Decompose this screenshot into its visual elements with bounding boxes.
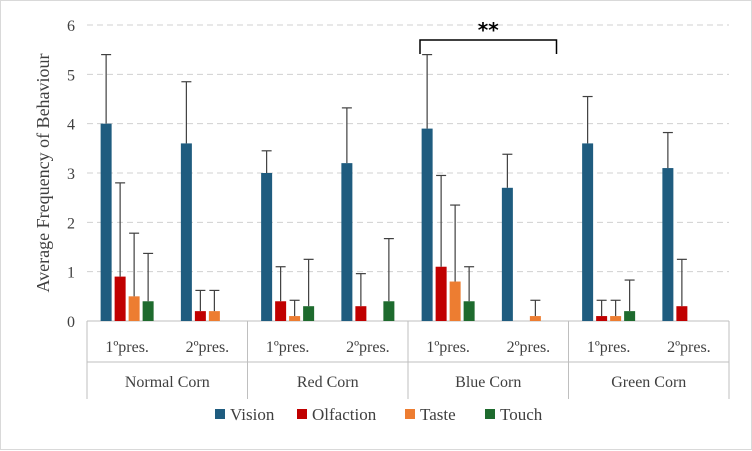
gridlines	[87, 24, 729, 273]
legend-swatch-vision	[215, 409, 225, 419]
bar-vision	[341, 163, 353, 321]
bar-taste	[128, 296, 140, 321]
y-tick-label: 0	[67, 314, 75, 331]
bar-touch	[624, 311, 636, 321]
x-tick-label: 1ºpres.	[105, 339, 149, 356]
legend-label-taste: Taste	[420, 405, 456, 424]
bar-olfaction	[676, 306, 688, 321]
x-axis	[86, 320, 730, 399]
bar-olfaction	[194, 311, 206, 321]
y-axis-label: Average Frequency of Behaviour	[33, 53, 53, 292]
y-tick-label: 6	[67, 18, 75, 35]
x-tick-label: 1ºpres.	[266, 339, 310, 356]
x-axis-labels: 1ºpres. 2ºpres. 1ºpres. 2ºpres. 1ºpres. 2ºpre…	[105, 339, 710, 391]
bar-taste	[610, 316, 622, 321]
x-tick-label: 2ºpres.	[186, 339, 230, 356]
bar-vision	[180, 143, 192, 321]
y-tick-label: 4	[67, 117, 75, 134]
group-label: Normal Corn	[125, 374, 210, 391]
significance-marker: **	[478, 18, 499, 42]
bar-olfaction	[435, 266, 447, 321]
bar-olfaction	[275, 301, 287, 321]
bar-touch	[142, 301, 154, 321]
legend-swatch-taste	[405, 409, 415, 419]
legend-swatch-olfaction	[297, 409, 307, 419]
bar-vision	[421, 128, 433, 321]
bar-taste	[529, 316, 541, 321]
annotations: **	[419, 18, 558, 54]
bar-touch	[383, 301, 395, 321]
x-tick-label: 2ºpres.	[667, 339, 711, 356]
bar-olfaction	[596, 316, 608, 321]
bar-taste	[289, 316, 301, 321]
legend-label-olfaction: Olfaction	[312, 405, 377, 424]
legend: Vision Olfaction Taste Touch	[215, 405, 543, 424]
x-tick-label: 1ºpres.	[587, 339, 631, 356]
bar-taste	[449, 281, 461, 321]
y-tick-label: 1	[67, 265, 75, 282]
x-tick-label: 2ºpres.	[507, 339, 551, 356]
y-tick-label: 5	[67, 67, 75, 84]
group-label: Green Corn	[611, 374, 686, 391]
x-tick-label: 1ºpres.	[426, 339, 470, 356]
bar-taste	[208, 311, 220, 321]
x-tick-label: 2ºpres.	[346, 339, 390, 356]
bar-touch	[463, 301, 475, 321]
legend-label-vision: Vision	[230, 405, 275, 424]
group-label: Blue Corn	[455, 374, 521, 391]
bar-vision	[100, 123, 112, 322]
significance-bracket	[419, 39, 558, 54]
group-label: Red Corn	[297, 374, 359, 391]
y-axis-ticks: 0 1 2 3 4 5 6	[67, 18, 75, 331]
bar-olfaction	[114, 276, 126, 321]
bar-vision	[501, 187, 513, 321]
bar-vision	[261, 173, 273, 321]
y-tick-label: 3	[67, 166, 75, 183]
bar-olfaction	[355, 306, 367, 321]
legend-swatch-touch	[485, 409, 495, 419]
y-tick-label: 2	[67, 215, 75, 232]
error-bars	[101, 53, 687, 317]
legend-label-touch: Touch	[500, 405, 543, 424]
bar-vision	[662, 168, 674, 321]
bar-touch	[303, 306, 315, 321]
bar-vision	[582, 143, 594, 321]
bars	[100, 123, 688, 322]
